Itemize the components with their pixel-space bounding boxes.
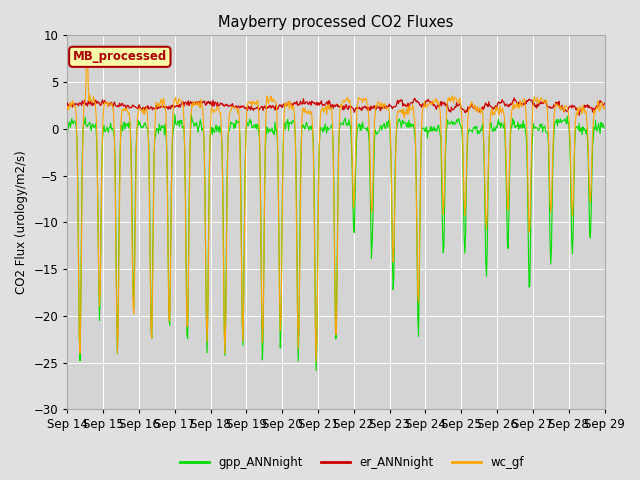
Legend: gpp_ANNnight, er_ANNnight, wc_gf: gpp_ANNnight, er_ANNnight, wc_gf xyxy=(175,452,529,474)
Text: MB_processed: MB_processed xyxy=(73,50,167,63)
Title: Mayberry processed CO2 Fluxes: Mayberry processed CO2 Fluxes xyxy=(218,15,454,30)
Y-axis label: CO2 Flux (urology/m2/s): CO2 Flux (urology/m2/s) xyxy=(15,150,28,294)
